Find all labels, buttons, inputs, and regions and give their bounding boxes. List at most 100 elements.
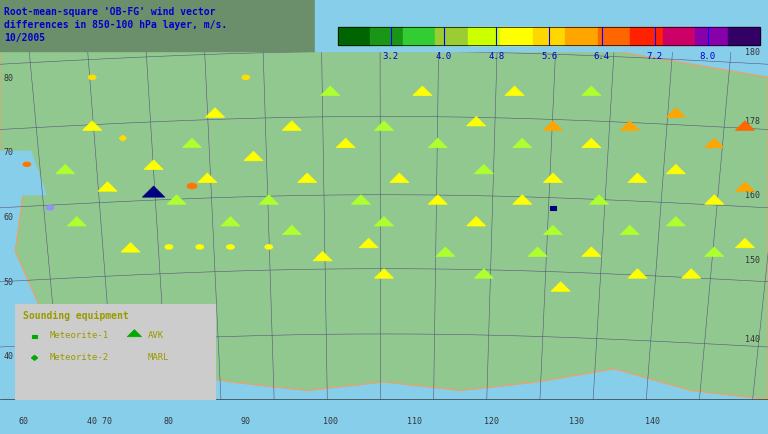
- Circle shape: [165, 245, 173, 250]
- Text: Meteorite-2: Meteorite-2: [50, 352, 109, 361]
- Polygon shape: [513, 139, 531, 148]
- Polygon shape: [167, 195, 186, 205]
- Polygon shape: [127, 330, 141, 337]
- Circle shape: [133, 355, 141, 359]
- Polygon shape: [98, 182, 118, 192]
- Polygon shape: [620, 226, 639, 235]
- Bar: [338, 28, 760, 46]
- Polygon shape: [736, 182, 754, 192]
- Text: 3.2: 3.2: [382, 52, 399, 61]
- Polygon shape: [0, 152, 46, 195]
- Polygon shape: [736, 239, 754, 248]
- Text: Meteorite-1: Meteorite-1: [50, 331, 109, 339]
- Bar: [15, 304, 215, 399]
- Polygon shape: [321, 87, 339, 96]
- Bar: [315, 0, 768, 52]
- Polygon shape: [620, 122, 639, 131]
- Polygon shape: [528, 247, 547, 257]
- Polygon shape: [374, 217, 393, 227]
- Bar: [695, 28, 728, 46]
- Polygon shape: [582, 87, 601, 96]
- Polygon shape: [283, 122, 301, 131]
- Polygon shape: [221, 217, 240, 227]
- Polygon shape: [666, 217, 685, 227]
- Polygon shape: [374, 269, 393, 279]
- Bar: [631, 28, 663, 46]
- Polygon shape: [244, 152, 263, 161]
- Bar: [338, 28, 370, 46]
- Polygon shape: [390, 174, 409, 183]
- Polygon shape: [544, 174, 562, 183]
- Polygon shape: [83, 122, 101, 131]
- Polygon shape: [474, 165, 493, 174]
- Text: 4.8: 4.8: [488, 52, 505, 61]
- Polygon shape: [705, 195, 723, 205]
- Bar: [0, 0, 315, 52]
- Polygon shape: [359, 239, 378, 248]
- Circle shape: [88, 76, 96, 80]
- Text: 178: 178: [745, 117, 760, 126]
- Text: 100: 100: [323, 416, 338, 425]
- Polygon shape: [666, 108, 685, 118]
- Polygon shape: [259, 195, 278, 205]
- Polygon shape: [144, 161, 164, 170]
- Polygon shape: [197, 174, 217, 183]
- Circle shape: [46, 206, 54, 210]
- Text: 5.6: 5.6: [541, 52, 557, 61]
- Text: differences in 850-100 hPa layer, m/s.: differences in 850-100 hPa layer, m/s.: [4, 20, 227, 30]
- Polygon shape: [56, 165, 74, 174]
- Polygon shape: [628, 174, 647, 183]
- Polygon shape: [467, 117, 485, 127]
- Text: 90: 90: [240, 416, 251, 425]
- Polygon shape: [582, 139, 601, 148]
- Text: 130: 130: [568, 416, 584, 425]
- Bar: [728, 28, 760, 46]
- Text: 7.2: 7.2: [647, 52, 663, 61]
- Circle shape: [242, 76, 250, 80]
- Text: 8.0: 8.0: [700, 52, 716, 61]
- Text: 4.0: 4.0: [435, 52, 452, 61]
- Polygon shape: [31, 355, 38, 361]
- Polygon shape: [336, 139, 355, 148]
- Polygon shape: [142, 187, 165, 198]
- Circle shape: [265, 245, 273, 250]
- Bar: [370, 28, 403, 46]
- Bar: [663, 28, 695, 46]
- Text: 140: 140: [745, 334, 760, 343]
- Text: 140: 140: [645, 416, 660, 425]
- Polygon shape: [505, 87, 524, 96]
- Text: 10/2005: 10/2005: [4, 33, 45, 43]
- Text: 70: 70: [4, 148, 14, 156]
- Bar: [533, 28, 565, 46]
- Text: AVK: AVK: [147, 331, 164, 339]
- Polygon shape: [205, 108, 225, 118]
- Bar: [435, 28, 468, 46]
- Text: 50: 50: [4, 278, 14, 286]
- Polygon shape: [467, 217, 485, 227]
- Text: 40: 40: [4, 352, 14, 360]
- Polygon shape: [705, 139, 723, 148]
- Polygon shape: [428, 139, 447, 148]
- Polygon shape: [374, 122, 393, 131]
- Polygon shape: [736, 122, 754, 131]
- Bar: [32, 335, 37, 338]
- Text: 60: 60: [18, 416, 28, 425]
- Text: Sounding equipment: Sounding equipment: [23, 310, 129, 320]
- Polygon shape: [283, 226, 301, 235]
- Polygon shape: [666, 165, 685, 174]
- Polygon shape: [182, 139, 201, 148]
- Polygon shape: [513, 195, 531, 205]
- Polygon shape: [121, 243, 141, 253]
- Text: 40 70: 40 70: [88, 416, 112, 425]
- Polygon shape: [582, 247, 601, 257]
- Text: 60: 60: [4, 213, 14, 221]
- Circle shape: [227, 245, 234, 250]
- Polygon shape: [119, 136, 127, 142]
- Text: 180: 180: [745, 48, 760, 56]
- Polygon shape: [544, 226, 562, 235]
- Text: MARL: MARL: [147, 352, 169, 361]
- Polygon shape: [705, 247, 723, 257]
- Polygon shape: [428, 195, 447, 205]
- Polygon shape: [413, 87, 432, 96]
- Text: 110: 110: [407, 416, 422, 425]
